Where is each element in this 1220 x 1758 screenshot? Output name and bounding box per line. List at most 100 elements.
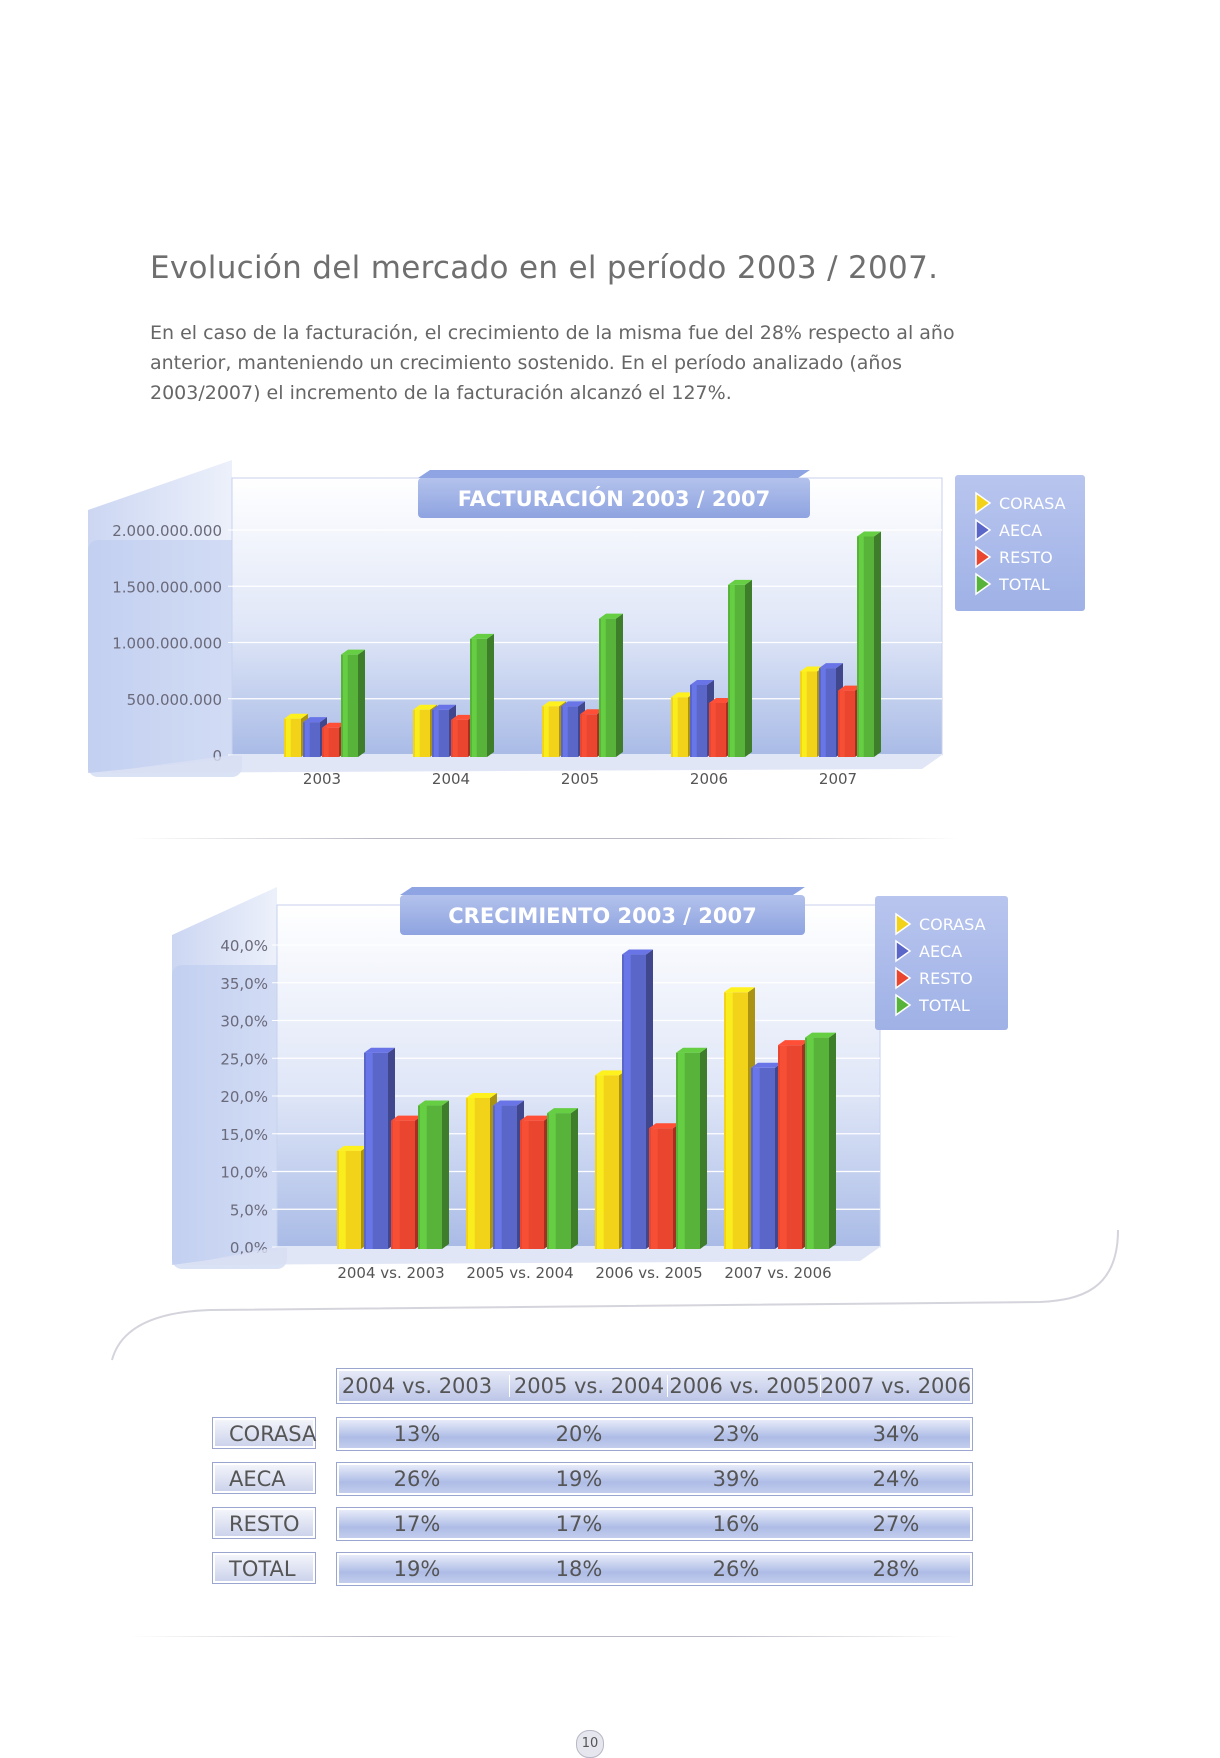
chart-title-box — [400, 895, 805, 935]
page-title: Evolución del mercado en el período 2003… — [150, 250, 939, 286]
table-cell: 19% — [393, 1557, 441, 1581]
bar-highlight — [802, 671, 807, 757]
table-cell: 16% — [712, 1512, 760, 1536]
table-row-label: RESTO — [212, 1507, 316, 1539]
bar-highlight — [840, 690, 845, 757]
chart-title: FACTURACIÓN 2003 / 2007 — [458, 486, 771, 511]
table-cell: 18% — [555, 1557, 603, 1581]
bar-highlight — [549, 1113, 556, 1249]
bar-top — [364, 1047, 395, 1053]
y-tick-label: 1.000.000.000 — [112, 635, 222, 653]
bar-highlight — [597, 1075, 604, 1249]
bar-highlight — [711, 703, 716, 757]
bar-highlight — [780, 1045, 787, 1249]
legend-label: RESTO — [999, 548, 1053, 567]
bar-highlight — [434, 709, 439, 757]
bar-side — [358, 649, 365, 757]
table-cell: 13% — [393, 1422, 441, 1446]
bar-highlight — [339, 1150, 346, 1249]
table-header: 2004 vs. 2003 2005 vs. 2004 2006 vs. 200… — [336, 1368, 973, 1404]
bar-top — [838, 685, 862, 691]
x-tick-label: 2006 — [690, 770, 728, 788]
bar-top — [857, 531, 881, 537]
charts-canvas: 2.000.000.000 1.500.000.000 1.000.000.000 5… — [88, 460, 1085, 1282]
bar-highlight — [420, 1105, 427, 1249]
bar-top — [728, 579, 752, 585]
column-separator — [820, 1375, 821, 1397]
bar-highlight — [726, 992, 733, 1249]
chart-floor — [182, 1247, 880, 1265]
y-tick-label: 40,0% — [220, 937, 268, 955]
y-tick-label: 20,0% — [220, 1088, 268, 1106]
bar-top — [805, 1032, 836, 1038]
y-tick-label: 5,0% — [230, 1201, 268, 1219]
bar-top — [391, 1115, 422, 1121]
x-tick-label: 2004 vs. 2003 — [337, 1264, 444, 1282]
bar-highlight — [651, 1128, 658, 1249]
bar-highlight — [415, 709, 420, 757]
column-separator — [667, 1375, 668, 1397]
y-tick-label: 2.000.000.000 — [112, 522, 222, 540]
bar-side — [442, 1100, 449, 1249]
bar-highlight — [859, 536, 864, 757]
legend-marker — [975, 545, 992, 569]
bar-highlight — [563, 706, 568, 757]
bar-top — [470, 633, 494, 639]
legend-label: TOTAL — [918, 996, 970, 1015]
y-tick-label: 1.500.000.000 — [112, 578, 222, 596]
legend-label: TOTAL — [998, 575, 1050, 594]
bar-top — [520, 1115, 551, 1121]
table-row-label: CORASA — [212, 1417, 316, 1449]
bar-top — [303, 717, 327, 723]
bar-highlight — [678, 1052, 685, 1249]
bar-side — [616, 613, 623, 757]
chart-title-tab-top — [418, 470, 810, 478]
legend-label: AECA — [999, 521, 1042, 540]
table-col-header: 2006 vs. 2005 — [669, 1374, 820, 1398]
x-tick-label: 2007 — [819, 770, 857, 788]
intro-paragraph: En el caso de la facturación, el crecimi… — [150, 322, 955, 404]
bar-highlight — [821, 668, 826, 757]
bar-top — [322, 722, 346, 728]
bar-top — [284, 713, 308, 719]
table-row-label: TOTAL — [212, 1552, 316, 1584]
bar-side — [829, 1032, 836, 1249]
chart-title-tab-top — [400, 887, 805, 895]
legend-label: AECA — [919, 942, 962, 961]
page-number: 10 — [576, 1730, 604, 1758]
legend-label: RESTO — [919, 969, 973, 988]
bar-top — [561, 701, 585, 707]
x-tick-label: 2005 vs. 2004 — [466, 1264, 573, 1282]
legend-marker — [975, 491, 992, 515]
y-tick-label: 25,0% — [220, 1050, 268, 1068]
bar-highlight — [453, 719, 458, 757]
bar-side — [745, 579, 752, 757]
y-tick-label: 15,0% — [220, 1126, 268, 1144]
y-tick-label: 0 — [212, 747, 222, 765]
table-cell: 28% — [872, 1557, 920, 1581]
legend-marker — [975, 572, 992, 596]
bar-highlight — [673, 697, 678, 757]
bar-highlight — [544, 706, 549, 757]
bar-highlight — [582, 714, 587, 757]
bar-side — [874, 531, 881, 757]
column-separator — [509, 1375, 510, 1397]
bar-highlight — [286, 718, 291, 757]
bar-top — [599, 613, 623, 619]
bar-top — [622, 949, 653, 955]
bar-highlight — [624, 954, 631, 1249]
x-tick-label: 2005 — [561, 770, 599, 788]
table-row: 13% 20% 23% 34% — [336, 1417, 973, 1451]
bar-highlight — [468, 1098, 475, 1249]
table-cell: 17% — [393, 1512, 441, 1536]
bar-highlight — [343, 654, 348, 757]
chart-label-panel — [172, 965, 287, 1269]
legend-marker — [895, 939, 912, 963]
bar-top — [432, 704, 456, 710]
bar-highlight — [495, 1105, 502, 1249]
bar-highlight — [393, 1120, 400, 1249]
bar-highlight — [522, 1120, 529, 1249]
bar-top — [800, 666, 824, 672]
x-tick-label: 2004 — [432, 770, 470, 788]
bar-top — [778, 1040, 809, 1046]
